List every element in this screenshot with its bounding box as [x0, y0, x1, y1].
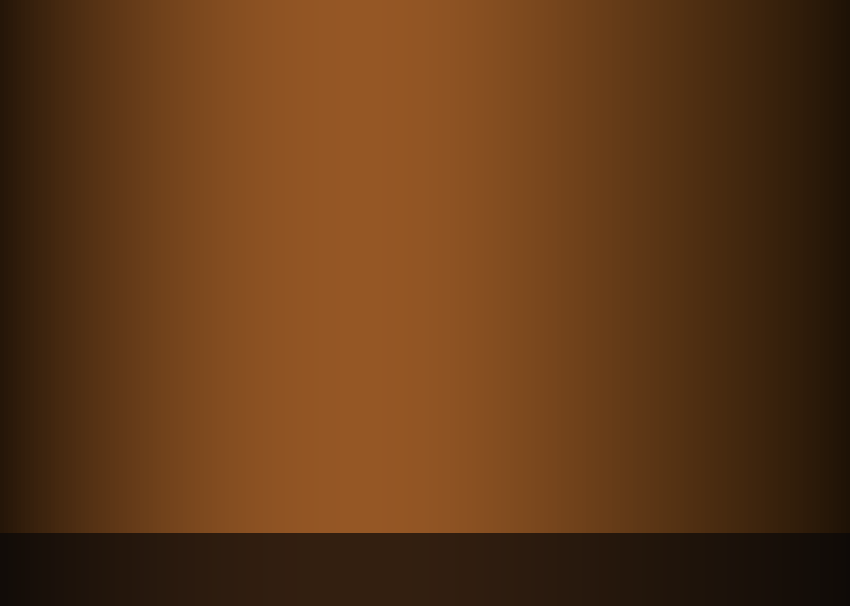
- Polygon shape: [646, 182, 670, 545]
- Bar: [144, 301, 314, 545]
- Text: salary: salary: [582, 11, 632, 26]
- Text: 33,100 INR: 33,100 INR: [166, 255, 276, 273]
- Text: +43%: +43%: [371, 146, 470, 175]
- Bar: [706, 27, 820, 45]
- Text: Consultant: Consultant: [21, 52, 118, 70]
- Text: Salary Comparison By Education: Salary Comparison By Education: [21, 15, 504, 41]
- Text: .com: .com: [727, 11, 766, 26]
- Bar: [476, 194, 646, 545]
- Bar: [706, 27, 820, 81]
- Text: India: India: [21, 85, 71, 103]
- Text: Master's Degree: Master's Degree: [478, 573, 644, 591]
- Text: 47,500 INR: 47,500 INR: [578, 148, 688, 167]
- Bar: [0, 533, 850, 606]
- Text: Average Monthly Salary: Average Monthly Salary: [830, 229, 840, 353]
- Text: explorer: explorer: [648, 11, 717, 26]
- Polygon shape: [314, 288, 338, 545]
- Text: Bachelor's Degree: Bachelor's Degree: [138, 573, 321, 591]
- Polygon shape: [144, 288, 338, 301]
- Bar: [706, 63, 820, 81]
- Bar: [706, 45, 820, 63]
- Polygon shape: [476, 182, 670, 194]
